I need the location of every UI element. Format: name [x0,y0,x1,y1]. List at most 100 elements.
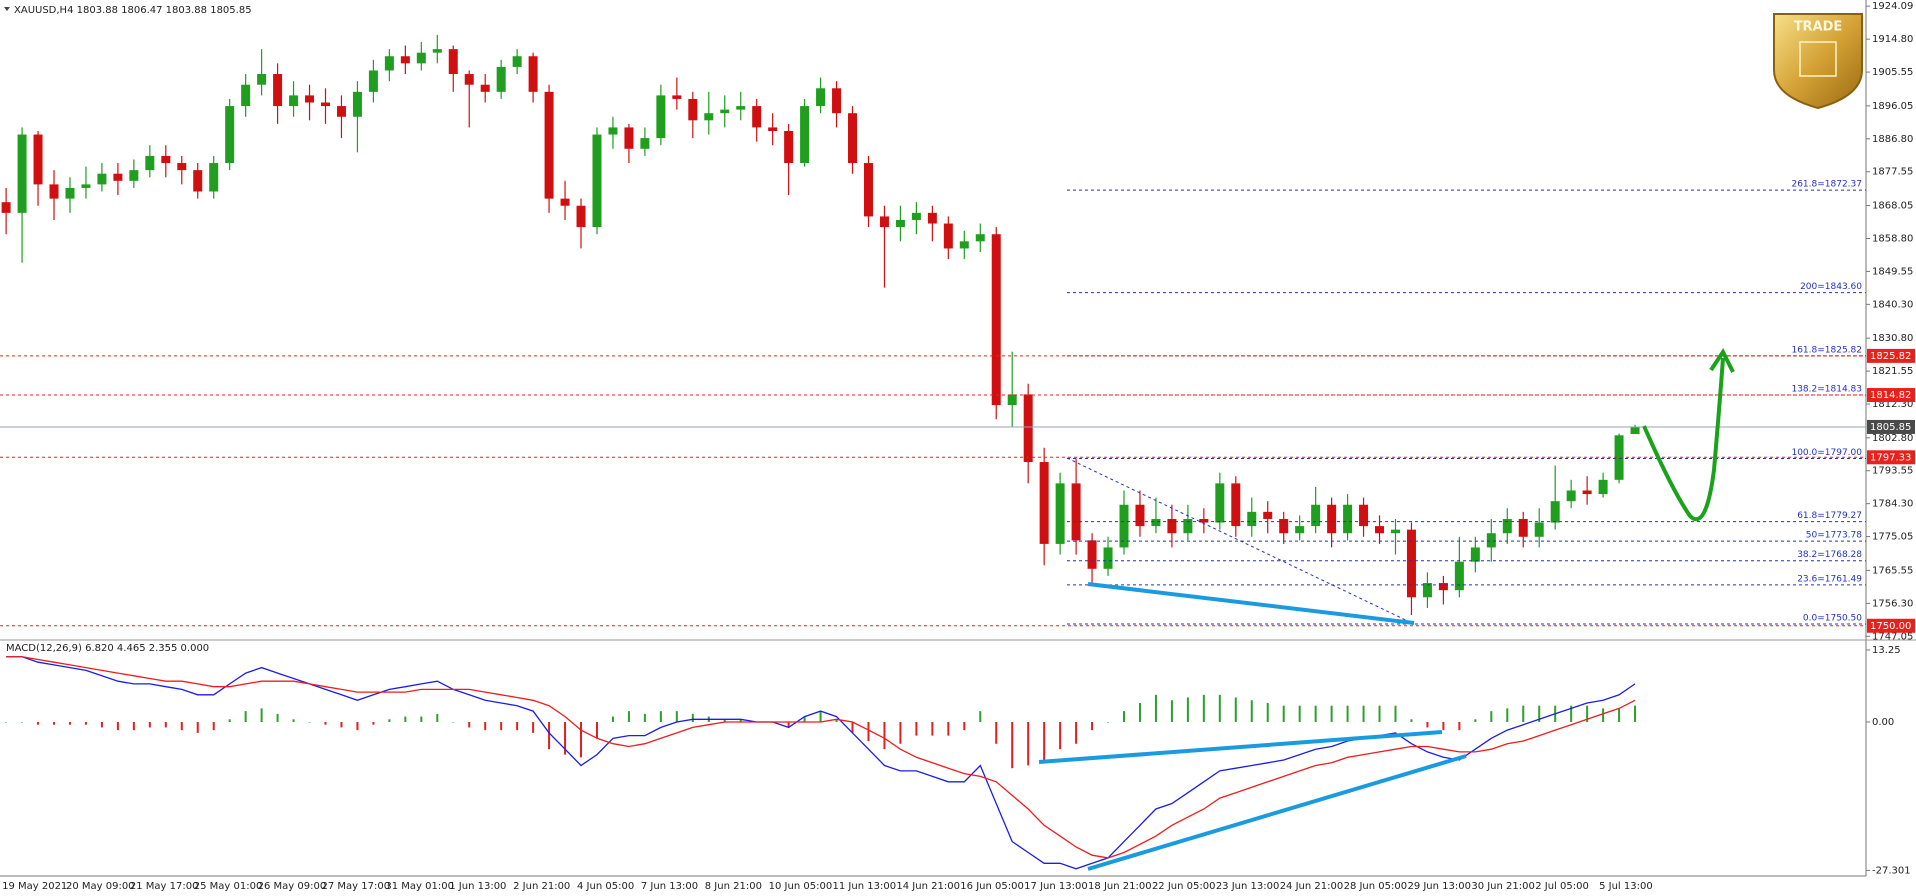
candle-body [832,88,842,114]
histogram-bar [452,721,455,723]
candle-body [560,198,570,206]
histogram-bar [228,719,231,722]
candle-body [1598,479,1608,495]
x-tick-label: 29 Jun 13:00 [1407,881,1471,892]
candle-body [97,173,107,185]
histogram-bar [356,721,359,731]
fib-label: 200=1843.60 [1800,282,1862,292]
histogram-bar [1250,700,1253,722]
histogram-bar [500,721,503,731]
x-tick-label: 20 May 09:00 [66,881,135,892]
histogram-bar [963,721,966,731]
histogram-bar [1027,721,1030,766]
candle-body [1438,583,1448,591]
candle-body [1375,526,1385,534]
candle-body [1199,518,1209,523]
candle-body [640,138,650,149]
candle-body [1247,511,1257,527]
histogram-bar [1314,705,1317,722]
histogram-bar [851,721,854,733]
candle-body [336,106,346,117]
candle-body [1311,504,1321,527]
histogram-bar [1123,711,1125,722]
candle-body [1582,490,1592,495]
histogram-bar [436,713,439,722]
candle-body [592,134,602,228]
x-tick-label: 2 Jun 21:00 [513,881,570,892]
macd-trendline [1038,730,1443,764]
histogram-bar [388,719,391,722]
candle-body [257,74,267,85]
y-tick-label: 1775.05 [1872,532,1913,543]
candle-body [943,223,953,249]
histogram-bar [1394,705,1397,722]
histogram-bar [1602,708,1605,722]
histogram-bar [835,719,838,722]
candle-body [65,187,75,199]
x-tick-label: 17 Jun 13:00 [1024,881,1088,892]
histogram-bar [979,711,982,722]
y-tick-label: 1849.55 [1872,266,1913,277]
price-level-box [1867,348,1915,363]
candle-body [1454,561,1464,591]
candle-body [1151,518,1161,527]
candle-body [1071,483,1081,541]
y-tick-label: 1765.55 [1872,565,1913,576]
candle-body [1470,547,1480,562]
histogram-bar [180,721,183,731]
fib-label: 138.2=1814.83 [1791,384,1862,394]
candle-body [1023,394,1033,463]
candle-body [528,56,538,92]
histogram-bar [1154,694,1157,722]
histogram-bar [68,721,71,725]
candle-body [879,216,889,228]
candle-body [1518,518,1528,537]
histogram-bar [1474,719,1477,722]
candle-body [1502,518,1512,534]
candle-body [289,95,299,107]
candle-body [1,202,11,213]
histogram-bar [1091,721,1094,731]
fib-label: 161.8=1825.82 [1791,345,1862,355]
candle-body [1119,504,1129,548]
histogram-bar [739,719,742,722]
histogram-bar [659,711,662,722]
histogram-bar [1458,721,1461,731]
x-tick-label: 24 Jun 21:00 [1280,881,1344,892]
histogram-bar [324,721,327,725]
histogram-bar [1570,705,1573,722]
candle-body [1630,426,1640,434]
candle-body [624,127,634,149]
candle-body [720,109,730,114]
histogram-bar [1138,702,1141,722]
candle-body [752,106,762,128]
y-tick-label: 1858.80 [1872,233,1913,244]
x-tick-label: 11 Jun 13:00 [833,881,897,892]
histogram-bar [244,711,247,722]
histogram-bar [1522,705,1525,722]
x-tick-label: 19 May 2021 [2,881,67,892]
candle-body [1422,583,1432,598]
y-tick-label: 1756.30 [1872,598,1913,609]
histogram-bar [100,721,103,728]
y-tick-label: 1802.80 [1872,433,1913,444]
candle-body [480,84,490,92]
candle-body [241,84,251,107]
candle-body [321,102,330,107]
y-tick-label: 1924.09 [1872,1,1913,12]
forecast-arrow [1642,357,1725,522]
y-tick-label: 1812.30 [1872,399,1913,410]
macd-line [6,656,1636,859]
y-tick-label: 1747.05 [1872,631,1913,642]
candle-body [400,56,410,64]
histogram-bar [947,721,950,736]
price-level-box [1867,450,1915,465]
histogram-bar [1490,711,1493,722]
candle-body [1183,518,1193,534]
fib-label: 261.8=1872.37 [1791,180,1862,190]
histogram-bar [883,721,886,750]
candle-body [1263,511,1273,519]
candle-body [1614,435,1624,480]
histogram-bar [1362,705,1365,722]
histogram-bar [21,721,24,723]
